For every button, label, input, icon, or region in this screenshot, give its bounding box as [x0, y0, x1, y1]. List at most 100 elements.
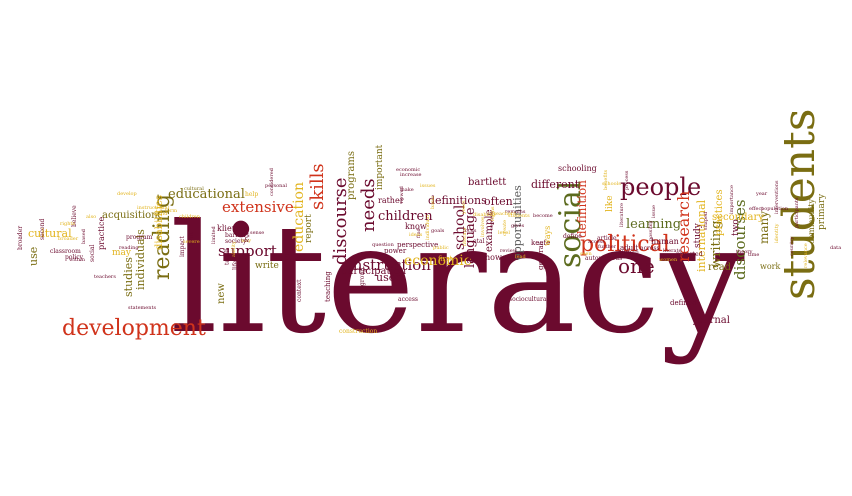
- cloud-word-practices: practices: [714, 189, 725, 236]
- cloud-word-bartlett: bartlett: [468, 177, 507, 188]
- cloud-word-across: across: [640, 245, 660, 252]
- cloud-word-kliewer: kliewer: [217, 224, 248, 233]
- cloud-word-may: may: [112, 248, 131, 258]
- cloud-word-access: access: [588, 239, 605, 245]
- cloud-word-reported: reported: [676, 251, 703, 258]
- cloud-word-general: general: [537, 242, 545, 270]
- cloud-word-identity: identity: [774, 223, 780, 243]
- cloud-word-first: first: [438, 255, 453, 263]
- cloud-word-development: development: [62, 316, 206, 341]
- cloud-word-personal: personal: [265, 183, 287, 189]
- cloud-word-also: also: [284, 250, 307, 263]
- cloud-word-educational: educational: [168, 187, 245, 202]
- cloud-word-cultural: cultural: [184, 186, 204, 192]
- cloud-word-women: women: [659, 257, 678, 263]
- cloud-word-focus: focus: [463, 228, 477, 234]
- cloud-word-literature: literature: [619, 202, 625, 227]
- cloud-word-know: know: [405, 222, 427, 231]
- cloud-word-definitions: definitions: [428, 194, 487, 207]
- cloud-word-society: society: [225, 238, 247, 245]
- cloud-word-theory: theory: [736, 249, 753, 255]
- cloud-word-classroom: classroom: [50, 248, 81, 255]
- cloud-word-time: time: [748, 252, 760, 258]
- cloud-word-participation: participation: [341, 266, 407, 277]
- cloud-word-data: data: [830, 245, 842, 251]
- cloud-word-acquisition: acquisition: [102, 210, 158, 221]
- cloud-word-further: further: [598, 244, 617, 250]
- cloud-word-skills: skills: [307, 163, 328, 210]
- cloud-word-broader: broader: [58, 236, 79, 242]
- cloud-word-reading: reading: [119, 245, 139, 251]
- cloud-word-issues: issues: [420, 183, 436, 189]
- cloud-word-defined: defined: [670, 299, 697, 307]
- cloud-word-disabilities: disabilities: [154, 195, 165, 250]
- cloud-word-seen: seen: [580, 251, 592, 257]
- cloud-word-power: power: [384, 247, 407, 255]
- cloud-word-political: political: [580, 232, 670, 257]
- cloud-word-different: different: [531, 178, 580, 191]
- cloud-word-children: children: [378, 209, 433, 224]
- cloud-word-literacy: literacy: [170, 193, 745, 367]
- cloud-word-effect: effect: [749, 206, 764, 212]
- cloud-word-rights: rights: [60, 221, 75, 227]
- cloud-word-term: term: [165, 208, 178, 214]
- cloud-word-secondary: secondary: [712, 212, 764, 223]
- cloud-word-ways: ways: [543, 225, 552, 246]
- cloud-word-country: country: [789, 236, 795, 256]
- cloud-word-involves: involves: [480, 216, 486, 237]
- cloud-word-read: read: [708, 262, 732, 273]
- cloud-word-participants: participants: [794, 197, 800, 228]
- cloud-word-teachers: teachers: [94, 274, 116, 280]
- cloud-word-students: students: [508, 213, 530, 219]
- cloud-word-economic: economic: [396, 167, 421, 173]
- cloud-word-also: also: [86, 214, 97, 220]
- cloud-word-interventions: interventions: [774, 180, 780, 214]
- cloud-word-instructional: instructional: [137, 205, 170, 211]
- cloud-word-studies: studies: [122, 257, 135, 297]
- cloud-word-way: way: [241, 238, 252, 244]
- cloud-word-population: population: [761, 206, 789, 212]
- cloud-word-barriers: barriers: [225, 232, 250, 239]
- cloud-word-support: support: [218, 242, 277, 260]
- cloud-word-schools: schools: [602, 181, 621, 187]
- cloud-word-report: report: [304, 214, 314, 243]
- cloud-word-one: one: [618, 254, 655, 278]
- cloud-word-adult: adult: [620, 244, 639, 252]
- cloud-word-level: level: [498, 230, 510, 236]
- cloud-word-group: group: [359, 267, 366, 286]
- cloud-word-cultural: cultural: [28, 227, 72, 240]
- cloud-word-year: year: [756, 191, 768, 197]
- cloud-word-goals: goals: [431, 228, 445, 234]
- cloud-word-used: used: [376, 271, 403, 284]
- cloud-word-teachers: teachers: [494, 211, 516, 217]
- cloud-word-literate: literate: [663, 248, 682, 254]
- cloud-word-use: use: [27, 246, 40, 266]
- cloud-word-broader: broader: [17, 225, 24, 250]
- cloud-word-sociocultural: sociocultural: [509, 296, 549, 303]
- cloud-word-community: community: [807, 198, 816, 244]
- cloud-word-gives: gives: [511, 223, 525, 229]
- cloud-word-develop: develop: [117, 191, 137, 197]
- cloud-word-world: world: [153, 211, 168, 217]
- cloud-word-human: human: [618, 249, 639, 256]
- cloud-word--: &: [244, 237, 250, 244]
- cloud-word-based: based: [81, 229, 87, 244]
- cloud-word-human: human: [651, 237, 679, 246]
- cloud-word-program: program: [126, 234, 153, 241]
- cloud-word-within: within: [69, 257, 85, 263]
- cloud-word-practice: practice: [97, 216, 106, 250]
- cloud-word-second: second: [39, 218, 46, 240]
- cloud-word-increase: increase: [400, 172, 422, 178]
- cloud-word-schooling: schooling: [558, 164, 597, 173]
- cloud-word-et: et: [473, 238, 479, 245]
- cloud-word-life: life: [232, 260, 239, 270]
- cloud-word-lead: lead: [515, 254, 526, 260]
- cloud-word-people: people: [620, 173, 702, 201]
- cloud-word-instruction: instruction: [348, 256, 431, 274]
- cloud-word-rather: rather: [378, 196, 404, 205]
- cloud-word-make: make: [400, 187, 414, 193]
- cloud-word-work: work: [760, 262, 781, 271]
- cloud-word-however: however: [485, 253, 520, 262]
- cloud-word-new: new: [216, 283, 227, 304]
